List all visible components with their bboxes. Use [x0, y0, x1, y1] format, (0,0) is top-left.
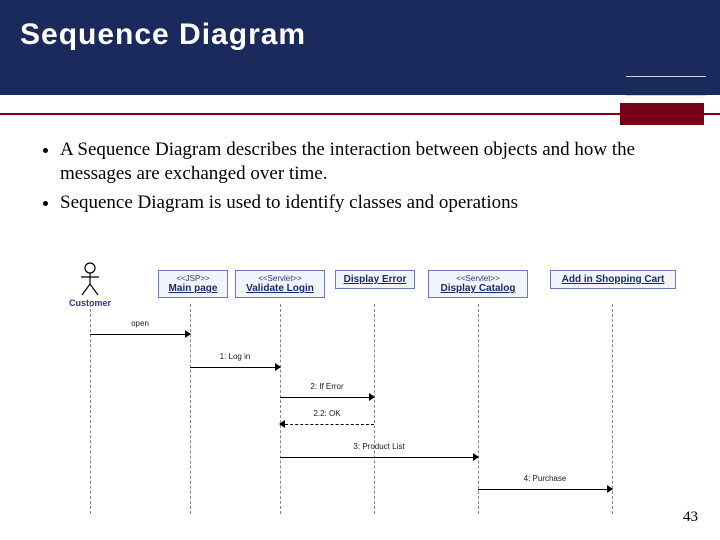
header-decoration-lines: [626, 58, 706, 96]
message-label: 4: Purchase: [478, 474, 612, 483]
message-label: 2: If Error: [280, 382, 374, 391]
message-label: 3: Product List: [280, 442, 478, 451]
message-line: [280, 424, 374, 425]
object-box-error: Display Error: [335, 270, 415, 289]
object-stereotype: <<JSP>>: [165, 274, 221, 283]
object-box-catalog: <<Servlet>>Display Catalog: [428, 270, 528, 298]
message: 2: If Error: [280, 393, 374, 403]
message-line: [190, 367, 280, 368]
body-text-area: A Sequence Diagram describes the interac…: [0, 138, 720, 219]
arrow-head-icon: [369, 393, 375, 401]
message-label: 1: Log in: [190, 352, 280, 361]
message-line: [478, 489, 612, 490]
object-box-main: <<JSP>>Main page: [158, 270, 228, 298]
arrow-head-icon: [279, 420, 285, 428]
object-name: Main page: [165, 283, 221, 294]
slide-title: Sequence Diagram: [20, 18, 306, 52]
bullet-list: A Sequence Diagram describes the interac…: [32, 138, 688, 215]
bullet-item: Sequence Diagram is used to identify cla…: [60, 191, 688, 215]
bullet-item: A Sequence Diagram describes the interac…: [60, 138, 688, 187]
object-name: Add in Shopping Cart: [557, 274, 669, 285]
object-stereotype: <<Servlet>>: [242, 274, 318, 283]
arrow-head-icon: [473, 453, 479, 461]
accent-block: [620, 103, 704, 125]
object-stereotype: <<Servlet>>: [435, 274, 521, 283]
message: 2.2: OK: [280, 420, 374, 430]
message-line: [280, 397, 374, 398]
lifeline: [374, 304, 375, 514]
object-name: Validate Login: [242, 283, 318, 294]
sequence-diagram: Customer <<JSP>>Main page<<Servlet>>Vali…: [60, 260, 670, 510]
message: 1: Log in: [190, 363, 280, 373]
actor-icon: [78, 262, 102, 296]
object-box-validate: <<Servlet>>Validate Login: [235, 270, 325, 298]
object-name: Display Error: [342, 274, 408, 285]
slide-header: Sequence Diagram: [0, 0, 720, 95]
message: 4: Purchase: [478, 485, 612, 495]
message: open: [90, 330, 190, 340]
arrow-head-icon: [275, 363, 281, 371]
page-number: 43: [683, 509, 698, 526]
actor-customer: Customer: [60, 262, 120, 308]
object-name: Display Catalog: [435, 283, 521, 294]
arrow-head-icon: [607, 485, 613, 493]
message-line: [280, 457, 478, 458]
message: 3: Product List: [280, 453, 478, 463]
accent-bar: [0, 113, 720, 115]
object-box-cart: Add in Shopping Cart: [550, 270, 676, 289]
message-label: open: [90, 319, 190, 328]
message-line: [90, 334, 190, 335]
message-label: 2.2: OK: [280, 409, 374, 418]
arrow-head-icon: [185, 330, 191, 338]
lifeline: [612, 304, 613, 514]
